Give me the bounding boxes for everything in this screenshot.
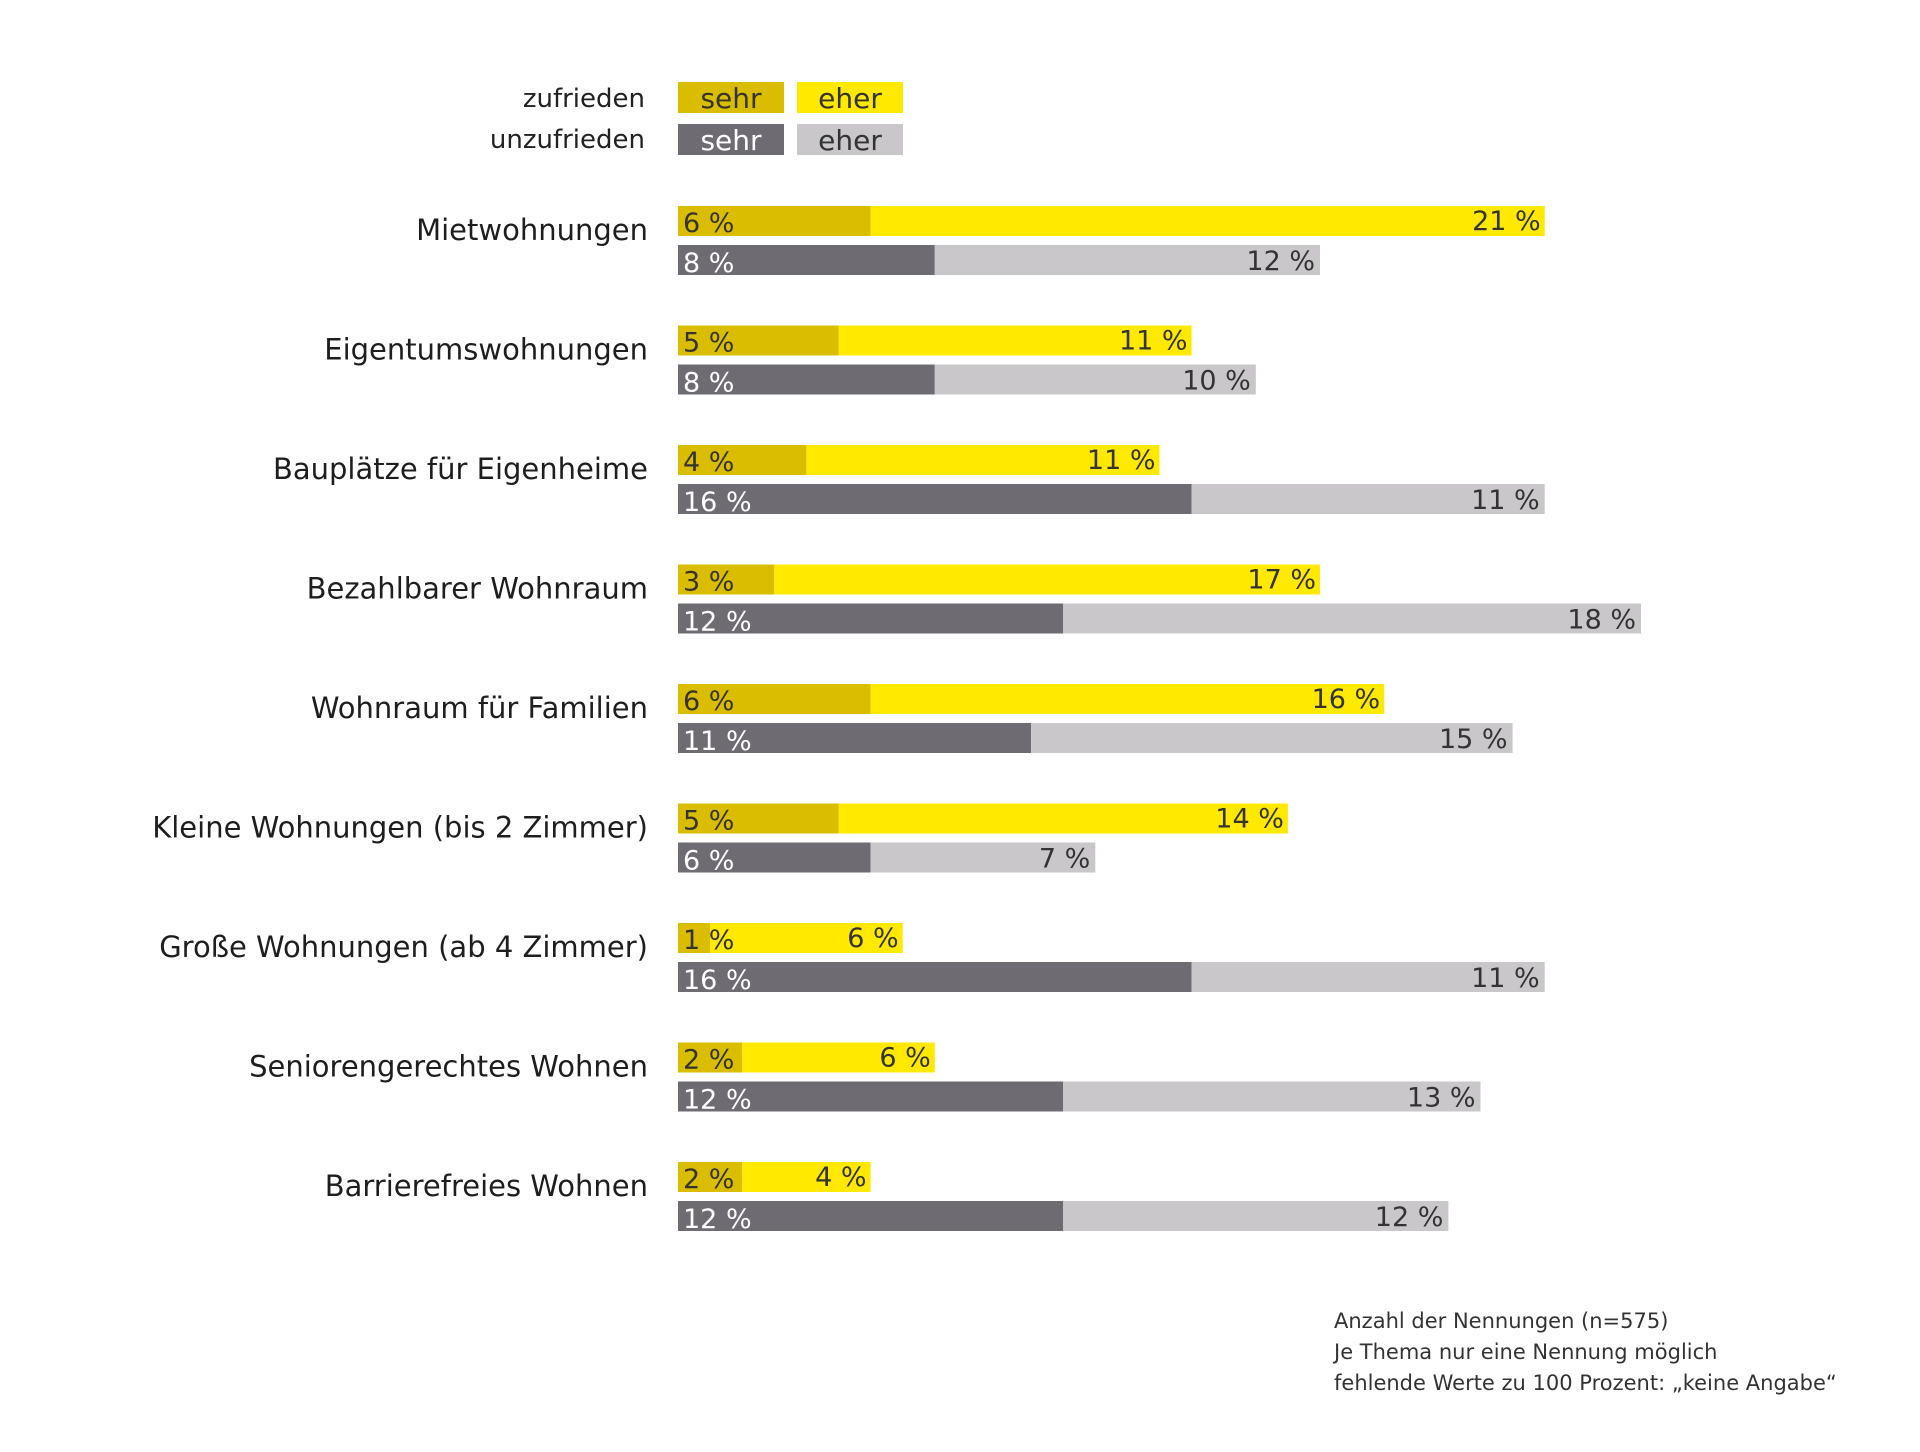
bar-groups: Mietwohnungen 6 % 21 % 8 % 12 % Eigentumswohn…: [152, 206, 1641, 1235]
bar-zufrieden-eher-eigentumswohnungen: [838, 325, 1192, 356]
bar-zufrieden-sehr-große-wohnungen-ab-4-zimmer: [678, 923, 711, 953]
bar-zufrieden-sehr-bauplätze-für-eigenheime: [678, 445, 807, 475]
legend-row-label-zufrieden: zufrieden: [523, 84, 645, 114]
value-label-unzufrieden-sehr-mietwohnungen: 8 %: [683, 248, 734, 279]
legend-swatch-unzufrieden-eher: [797, 124, 903, 155]
value-label-unzufrieden-sehr-barrierefreies-wohnen: 12 %: [683, 1204, 752, 1235]
bar-zufrieden-eher-bauplätze-für-eigenheime: [806, 445, 1160, 475]
value-label-zufrieden-sehr-mietwohnungen: 6 %: [683, 208, 734, 239]
legend-label-unzufrieden-eher: eher: [818, 124, 882, 157]
bar-zufrieden-sehr-seniorengerechtes-wohnen: [678, 1042, 743, 1073]
value-label-zufrieden-sehr-große-wohnungen-ab-4-zimmer: 1 %: [683, 925, 734, 956]
bar-zufrieden-sehr-kleine-wohnungen-bis-2-zimmer: [678, 803, 839, 834]
category-label-seniorengerechtes-wohnen: Seniorengerechtes Wohnen: [249, 1050, 648, 1084]
value-label-zufrieden-sehr-bauplätze-für-eigenheime: 4 %: [683, 447, 734, 478]
value-label-zufrieden-eher-mietwohnungen: 21 %: [1472, 206, 1541, 237]
value-label-unzufrieden-sehr-bauplätze-für-eigenheime: 16 %: [683, 487, 752, 518]
bar-unzufrieden-eher-bauplätze-für-eigenheime: [1191, 484, 1545, 514]
category-label-kleine-wohnungen-bis-2-zimmer: Kleine Wohnungen (bis 2 Zimmer): [152, 811, 648, 845]
bar-unzufrieden-eher-mietwohnungen: [934, 245, 1320, 275]
footnote-single-answer: Je Thema nur eine Nennung möglich: [1334, 1340, 1718, 1364]
value-label-zufrieden-sehr-bezahlbarer-wohnraum: 3 %: [683, 567, 734, 598]
bar-unzufrieden-sehr-bauplätze-für-eigenheime: [678, 484, 1192, 514]
value-label-unzufrieden-eher-wohnraum-für-familien: 15 %: [1439, 724, 1508, 755]
value-label-unzufrieden-eher-barrierefreies-wohnen: 12 %: [1375, 1202, 1444, 1233]
bar-zufrieden-sehr-mietwohnungen: [678, 206, 871, 236]
value-label-zufrieden-sehr-wohnraum-für-familien: 6 %: [683, 686, 734, 717]
bar-unzufrieden-sehr-barrierefreies-wohnen: [678, 1201, 1064, 1231]
bar-zufrieden-eher-bezahlbarer-wohnraum: [774, 564, 1320, 595]
legend-swatch-unzufrieden-sehr: [678, 124, 784, 155]
bar-unzufrieden-sehr-große-wohnungen-ab-4-zimmer: [678, 962, 1192, 992]
bar-zufrieden-sehr-barrierefreies-wohnen: [678, 1162, 743, 1192]
bar-zufrieden-eher-wohnraum-für-familien: [870, 684, 1385, 714]
bar-unzufrieden-eher-barrierefreies-wohnen: [1063, 1201, 1449, 1231]
legend-label-zufrieden-sehr: sehr: [700, 82, 762, 115]
value-label-unzufrieden-eher-mietwohnungen: 12 %: [1246, 246, 1315, 277]
value-label-unzufrieden-sehr-eigentumswohnungen: 8 %: [683, 368, 734, 399]
legend-row-label-unzufrieden: unzufrieden: [490, 125, 645, 155]
value-label-unzufrieden-eher-bezahlbarer-wohnraum: 18 %: [1567, 605, 1636, 636]
legend-label-zufrieden-eher: eher: [818, 82, 882, 115]
category-label-mietwohnungen: Mietwohnungen: [416, 213, 648, 247]
bar-zufrieden-sehr-wohnraum-für-familien: [678, 684, 871, 714]
bar-zufrieden-eher-große-wohnungen-ab-4-zimmer: [710, 923, 903, 953]
value-label-zufrieden-sehr-eigentumswohnungen: 5 %: [683, 328, 734, 359]
value-label-unzufrieden-eher-bauplätze-für-eigenheime: 11 %: [1471, 485, 1540, 516]
bar-zufrieden-sehr-bezahlbarer-wohnraum: [678, 564, 775, 595]
value-label-unzufrieden-sehr-seniorengerechtes-wohnen: 12 %: [683, 1085, 752, 1116]
bar-unzufrieden-sehr-wohnraum-für-familien: [678, 723, 1032, 753]
footnote-missing-values: fehlende Werte zu 100 Prozent: „keine An…: [1334, 1371, 1837, 1395]
value-label-unzufrieden-sehr-kleine-wohnungen-bis-2-zimmer: 6 %: [683, 846, 734, 877]
category-label-wohnraum-für-familien: Wohnraum für Familien: [311, 691, 648, 725]
footnote-sample-size: Anzahl der Nennungen (n=575): [1334, 1309, 1669, 1333]
bar-zufrieden-eher-barrierefreies-wohnen: [742, 1162, 871, 1192]
value-label-zufrieden-eher-kleine-wohnungen-bis-2-zimmer: 14 %: [1215, 804, 1284, 835]
bar-unzufrieden-eher-bezahlbarer-wohnraum: [1063, 603, 1641, 634]
category-label-bauplätze-für-eigenheime: Bauplätze für Eigenheime: [273, 452, 648, 486]
value-label-zufrieden-eher-bezahlbarer-wohnraum: 17 %: [1247, 565, 1316, 596]
legend: zufrieden unzufrieden sehr eher sehr ehe…: [490, 82, 903, 157]
category-label-große-wohnungen-ab-4-zimmer: Große Wohnungen (ab 4 Zimmer): [159, 930, 648, 964]
value-label-unzufrieden-sehr-wohnraum-für-familien: 11 %: [683, 726, 752, 757]
value-label-unzufrieden-eher-große-wohnungen-ab-4-zimmer: 11 %: [1471, 963, 1540, 994]
value-label-zufrieden-eher-bauplätze-für-eigenheime: 11 %: [1087, 445, 1156, 476]
bar-unzufrieden-sehr-kleine-wohnungen-bis-2-zimmer: [678, 842, 871, 873]
legend-swatch-zufrieden-eher: [797, 82, 903, 113]
value-label-unzufrieden-eher-kleine-wohnungen-bis-2-zimmer: 7 %: [1039, 844, 1090, 875]
bar-unzufrieden-sehr-mietwohnungen: [678, 245, 935, 275]
value-label-unzufrieden-eher-eigentumswohnungen: 10 %: [1182, 366, 1251, 397]
value-label-zufrieden-eher-seniorengerechtes-wohnen: 6 %: [879, 1043, 930, 1074]
category-label-bezahlbarer-wohnraum: Bezahlbarer Wohnraum: [307, 572, 648, 606]
value-label-zufrieden-eher-barrierefreies-wohnen: 4 %: [815, 1162, 866, 1193]
category-label-eigentumswohnungen: Eigentumswohnungen: [324, 333, 648, 367]
value-label-zufrieden-eher-wohnraum-für-familien: 16 %: [1312, 684, 1381, 715]
bar-unzufrieden-sehr-seniorengerechtes-wohnen: [678, 1081, 1064, 1112]
value-label-zufrieden-sehr-seniorengerechtes-wohnen: 2 %: [683, 1045, 734, 1076]
value-label-zufrieden-sehr-kleine-wohnungen-bis-2-zimmer: 5 %: [683, 806, 734, 837]
bar-unzufrieden-eher-große-wohnungen-ab-4-zimmer: [1191, 962, 1545, 992]
bar-zufrieden-sehr-eigentumswohnungen: [678, 325, 839, 356]
bar-zufrieden-eher-mietwohnungen: [870, 206, 1545, 236]
value-label-zufrieden-sehr-barrierefreies-wohnen: 2 %: [683, 1164, 734, 1195]
value-label-unzufrieden-sehr-bezahlbarer-wohnraum: 12 %: [683, 607, 752, 638]
bar-unzufrieden-sehr-eigentumswohnungen: [678, 364, 935, 395]
bar-zufrieden-eher-kleine-wohnungen-bis-2-zimmer: [838, 803, 1288, 834]
legend-label-unzufrieden-sehr: sehr: [700, 124, 762, 157]
bar-zufrieden-eher-seniorengerechtes-wohnen: [742, 1042, 935, 1073]
bar-unzufrieden-eher-wohnraum-für-familien: [1031, 723, 1513, 753]
bar-unzufrieden-eher-eigentumswohnungen: [934, 364, 1256, 395]
value-label-zufrieden-eher-große-wohnungen-ab-4-zimmer: 6 %: [847, 923, 898, 954]
value-label-unzufrieden-sehr-große-wohnungen-ab-4-zimmer: 16 %: [683, 965, 752, 996]
value-label-zufrieden-eher-eigentumswohnungen: 11 %: [1119, 326, 1188, 357]
bar-unzufrieden-sehr-bezahlbarer-wohnraum: [678, 603, 1064, 634]
bar-unzufrieden-eher-kleine-wohnungen-bis-2-zimmer: [870, 842, 1096, 873]
legend-swatch-zufrieden-sehr: [678, 82, 784, 113]
value-label-unzufrieden-eher-seniorengerechtes-wohnen: 13 %: [1407, 1083, 1476, 1114]
footnote: Anzahl der Nennungen (n=575) Je Thema nu…: [1334, 1306, 1837, 1399]
bar-unzufrieden-eher-seniorengerechtes-wohnen: [1063, 1081, 1481, 1112]
category-label-barrierefreies-wohnen: Barrierefreies Wohnen: [325, 1169, 648, 1203]
